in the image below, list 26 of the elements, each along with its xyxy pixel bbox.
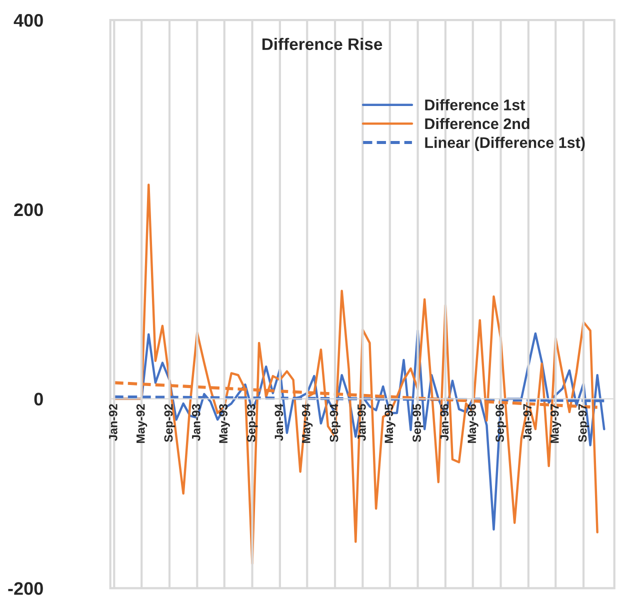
x-tick-label: Sep-97 [578,404,590,442]
y-tick-label: 0 [34,392,43,406]
legend-label: Linear (Difference 1st) [425,136,585,152]
x-tick-label: May-93 [219,404,230,443]
x-tick-label: Jan-94 [274,404,284,441]
x-tick-label: Sep-96 [496,404,506,442]
x-tick-label: Sep-92 [164,404,175,442]
y-tick-label: 200 [14,203,43,216]
x-tick-label: Sep-94 [330,404,341,442]
x-tick-label: Jan-96 [440,404,449,441]
x-tick-label: May-95 [384,404,396,443]
text: Difference Rise [262,38,382,50]
x-tick-label: Jan-95 [357,404,366,441]
legend-label: Difference 2nd [425,118,530,130]
y-tick-label: 400 [14,14,43,27]
x-tick-label: Jan-97 [523,404,532,441]
x-tick-label: May-92 [136,404,148,443]
x-tick-label: May-97 [550,404,562,443]
x-tick-label: Jan-93 [192,404,200,441]
x-tick-label: May-94 [302,404,313,443]
x-tick-label: Jan-92 [108,404,118,441]
x-tick-label: Sep-93 [247,404,258,442]
y-tick-label: -200 [8,582,43,595]
x-tick-label: May-96 [468,404,478,443]
legend-label: Difference 1st [425,99,526,110]
x-tick-label: Sep-95 [412,404,424,442]
